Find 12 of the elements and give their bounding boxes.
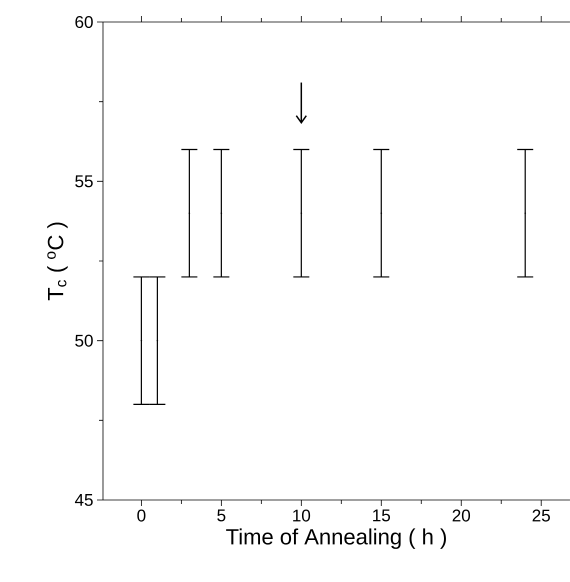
y-tick-label: 50 (75, 334, 93, 347)
y-tick-label: 55 (75, 175, 93, 188)
y-tick-label: 60 (75, 16, 93, 28)
x-tick-label: 5 (217, 510, 226, 522)
x-tick-label: 10 (293, 510, 310, 522)
x-tick-label: 15 (373, 510, 390, 522)
x-tick-label: 0 (137, 510, 146, 522)
y-tick-label: 45 (74, 494, 93, 506)
y-axis-title: T$_{c}$ ( $^{o}$C ) (47, 222, 68, 300)
x-axis-title: Time of Annealing ( h ) (226, 528, 446, 549)
x-tick-label: 25 (532, 510, 550, 522)
x-tick-label: 20 (452, 510, 470, 522)
